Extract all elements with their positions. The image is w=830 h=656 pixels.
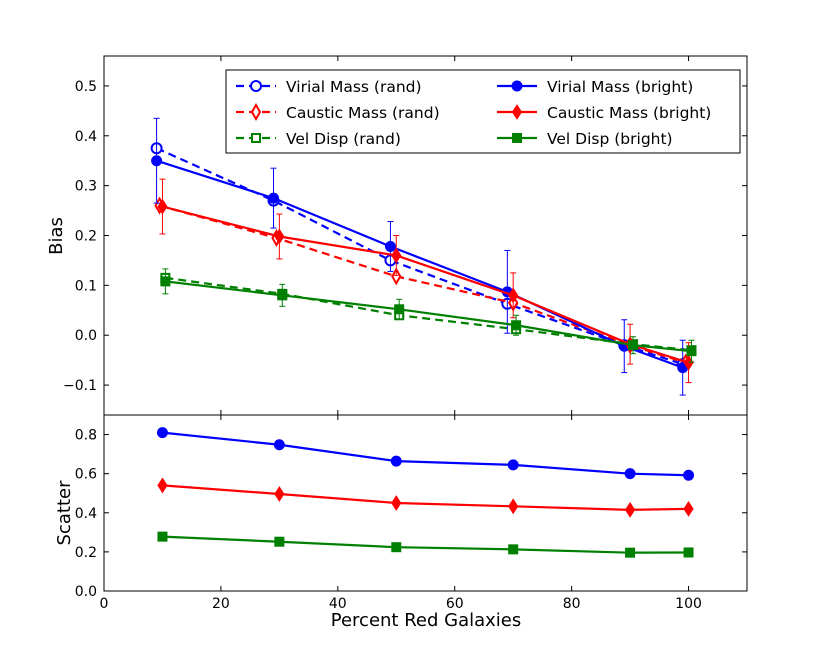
y-tick-label: 0.0: [75, 328, 97, 344]
legend-marker: [512, 133, 522, 143]
data-point: [157, 198, 168, 215]
x-tick-label: 0: [100, 596, 109, 612]
data-point: [507, 459, 519, 471]
data-point: [511, 320, 522, 331]
y-tick-label: 0.2: [75, 229, 97, 245]
data-point: [277, 290, 288, 301]
y-tick-label: 0.3: [75, 179, 97, 195]
x-tick-label: 20: [212, 596, 230, 612]
series-line: [162, 205, 689, 364]
data-point: [394, 304, 405, 315]
legend-label: Caustic Mass (rand): [286, 104, 440, 122]
data-point: [508, 544, 519, 555]
y-tick-label: 0.1: [75, 278, 97, 294]
series-vel-disp-bright: [157, 531, 694, 558]
data-point: [156, 427, 168, 439]
legend-marker: [511, 104, 523, 120]
y-tick-label: 0.2: [75, 545, 97, 561]
data-point: [390, 455, 402, 467]
data-point: [391, 267, 402, 286]
bias-axis-label: Bias: [46, 217, 67, 255]
data-point: [384, 240, 396, 252]
bottom-axes-frame: [103, 414, 748, 592]
data-point: [160, 276, 171, 287]
legend-marker: [250, 102, 262, 122]
x-tick-label: 60: [446, 596, 464, 612]
data-point: [274, 228, 285, 245]
series-vel-disp-bright: [160, 268, 697, 363]
y-tick-label: 0.8: [75, 428, 97, 444]
x-axis-label: Percent Red Galaxies: [331, 610, 522, 631]
x-tick-label: 100: [675, 596, 702, 612]
data-point: [273, 439, 285, 451]
data-point: [628, 340, 639, 351]
y-tick-label: 0.5: [75, 79, 97, 95]
data-point: [625, 547, 636, 558]
legend-label: Caustic Mass (bright): [547, 104, 711, 122]
legend-label: Vel Disp (rand): [286, 130, 401, 148]
data-point: [274, 486, 285, 502]
data-point: [268, 192, 280, 204]
y-tick-label: 0.4: [75, 129, 97, 145]
legend-label: Vel Disp (bright): [547, 130, 673, 148]
series-virial-mass-bright: [156, 427, 695, 481]
data-point: [508, 498, 519, 515]
series-caustic-mass-bright: [157, 477, 694, 518]
data-point: [391, 495, 402, 511]
legend-entry-vel-disp-bright: Vel Disp (bright): [497, 130, 673, 148]
data-point: [391, 542, 402, 553]
legend-label: Virial Mass (rand): [286, 78, 422, 96]
data-point: [274, 536, 285, 547]
legend-entry-vel-disp-rand: Vel Disp (rand): [236, 130, 401, 148]
data-point: [683, 500, 694, 517]
legend-box: [225, 69, 741, 154]
data-point: [508, 287, 519, 304]
y-tick-label: 0.0: [75, 584, 97, 600]
y-tick-label: −0.1: [63, 378, 97, 394]
scatter-axis-label: Scatter: [54, 480, 75, 546]
y-tick-label: 0.6: [75, 467, 97, 483]
data-point: [624, 501, 636, 518]
legend-entry-caustic-mass-bright: Caustic Mass (bright): [497, 104, 711, 122]
legend-entry-virial-mass-bright: Virial Mass (bright): [497, 78, 693, 96]
legend-label: Virial Mass (bright): [547, 78, 693, 96]
data-point: [686, 346, 697, 357]
x-tick-label: 40: [329, 596, 347, 612]
data-point: [151, 155, 163, 167]
data-point: [683, 469, 695, 481]
legend-entry-caustic-mass-rand: Caustic Mass (rand): [236, 102, 440, 122]
legend: Virial Mass (rand) Caustic Mass (rand) Vel…: [225, 69, 741, 154]
series-line: [165, 280, 692, 353]
legend-marker: [511, 80, 523, 92]
legend-entry-virial-mass-rand: Virial Mass (rand): [236, 78, 422, 96]
series-line: [162, 535, 689, 554]
data-point: [391, 247, 402, 264]
series-line: [162, 431, 689, 477]
series-line: [162, 484, 689, 511]
bottom-panel: 0.0 0.2 0.4 0.6 0.8 0 20 40 60 80 100: [75, 414, 748, 612]
data-point: [157, 531, 168, 542]
legend-marker: [251, 133, 261, 143]
y-tick-label: 0.4: [75, 506, 97, 522]
x-tick-label: 80: [563, 596, 581, 612]
data-point: [624, 468, 636, 480]
legend-marker: [250, 80, 262, 92]
data-point: [157, 477, 168, 494]
data-point: [683, 547, 694, 558]
